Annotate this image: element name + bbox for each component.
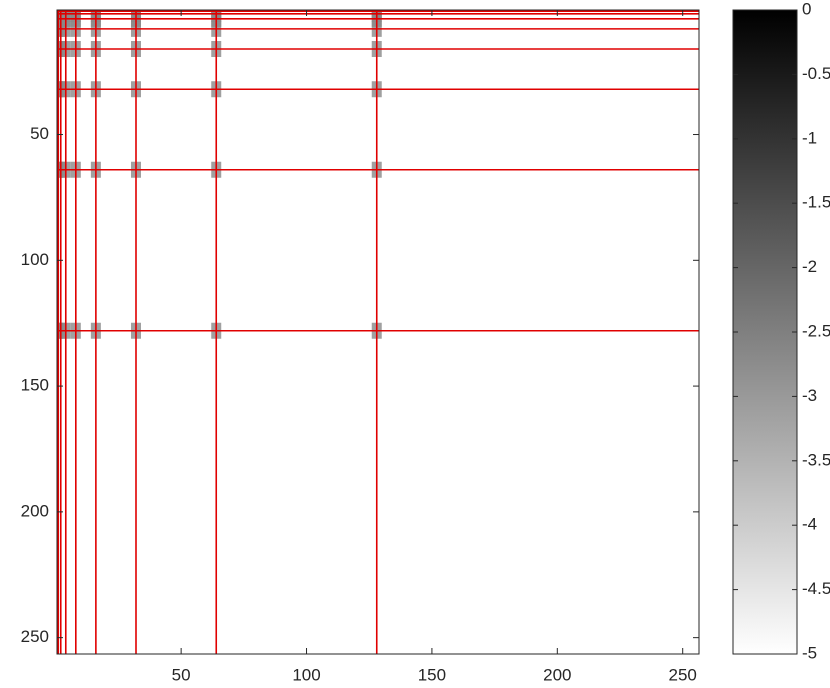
x-tick-label: 100	[292, 665, 320, 684]
plot-frame	[56, 9, 700, 655]
y-tick-label: 50	[30, 124, 49, 143]
colorbar-tick-label: -1	[802, 128, 817, 147]
y-tick-label: 250	[21, 627, 49, 646]
colorbar-tick-label: -3	[802, 386, 817, 405]
colorbar-tick-label: -3.5	[802, 450, 830, 469]
colorbar	[732, 9, 798, 655]
x-tick-label: 250	[669, 665, 697, 684]
colorbar-tick-label: 0	[802, 0, 811, 18]
colorbar-tick-label: -2	[802, 257, 817, 276]
colorbar-tick-label: -0.5	[802, 64, 830, 83]
y-tick-label: 150	[21, 376, 49, 395]
plot-area	[57, 10, 699, 654]
x-tick-label: 150	[418, 665, 446, 684]
y-tick-label: 200	[21, 501, 49, 520]
x-tick-label: 50	[172, 665, 191, 684]
colorbar-tick-label: -2.5	[802, 321, 830, 340]
x-tick-label: 200	[543, 665, 571, 684]
colorbar-tick-label: -4.5	[802, 579, 830, 598]
colorbar-tick-label: -5	[802, 643, 817, 662]
colorbar-tick-label: -1.5	[802, 193, 830, 212]
colorbar-tick-label: -4	[802, 515, 817, 534]
y-tick-label: 100	[21, 250, 49, 269]
